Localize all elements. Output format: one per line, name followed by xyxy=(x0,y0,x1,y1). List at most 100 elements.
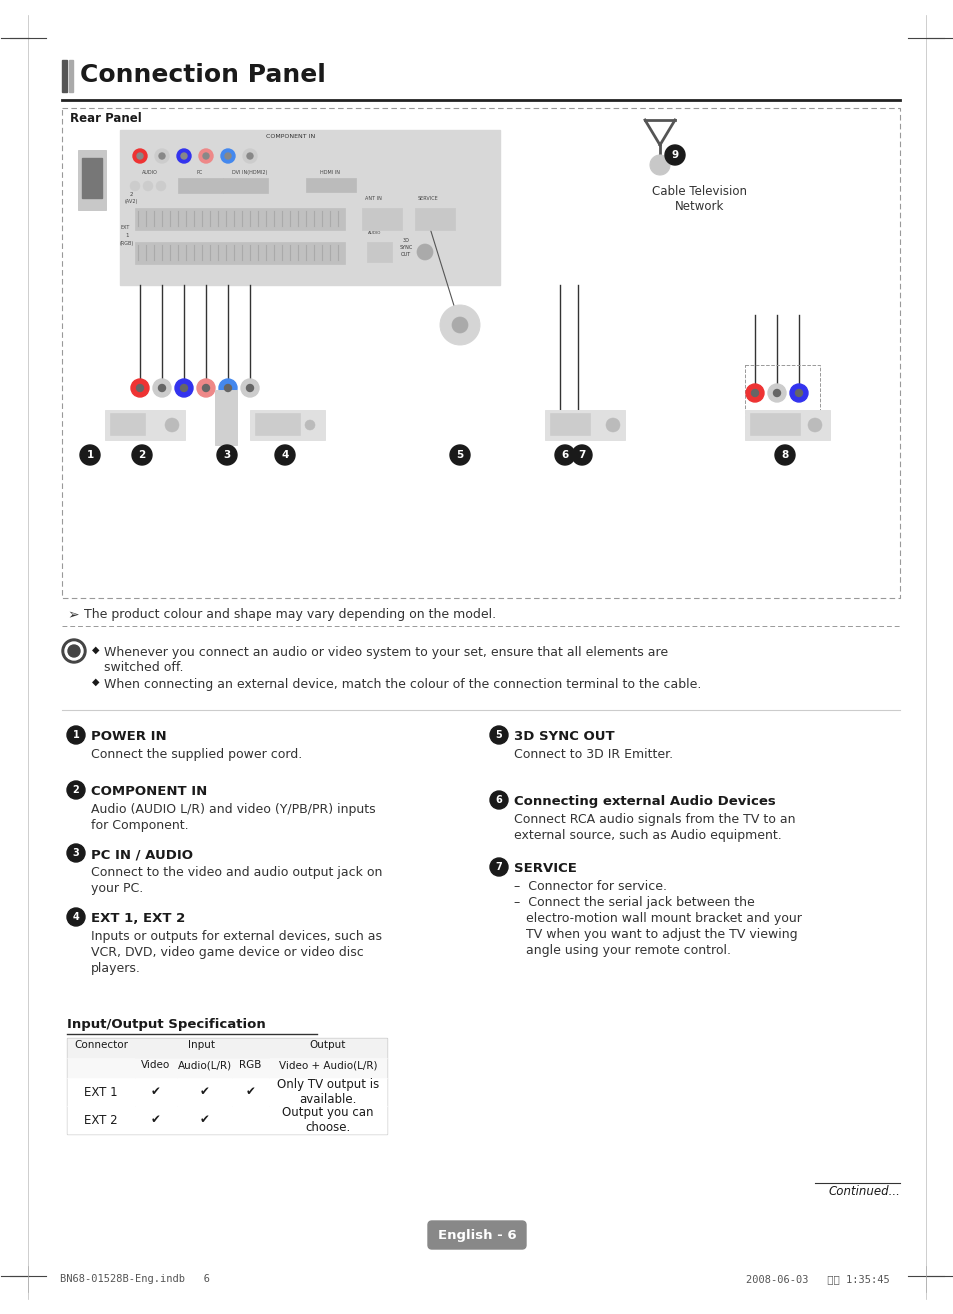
Circle shape xyxy=(159,152,165,159)
Text: RGB: RGB xyxy=(239,1060,261,1070)
Text: 1: 1 xyxy=(72,731,79,740)
Circle shape xyxy=(246,385,253,392)
Circle shape xyxy=(773,389,780,397)
Circle shape xyxy=(219,378,236,397)
Circle shape xyxy=(67,781,85,799)
Text: OUT: OUT xyxy=(400,252,411,258)
Text: SYNC: SYNC xyxy=(399,244,413,250)
Text: ANT IN: ANT IN xyxy=(365,196,381,201)
Text: 2: 2 xyxy=(72,784,79,795)
Text: 3D SYNC OUT: 3D SYNC OUT xyxy=(514,731,614,742)
Circle shape xyxy=(305,420,314,430)
Circle shape xyxy=(156,181,166,191)
Circle shape xyxy=(130,181,140,191)
Text: Audio(L/R): Audio(L/R) xyxy=(177,1060,232,1070)
Text: Connection Panel: Connection Panel xyxy=(80,63,326,87)
Text: 2: 2 xyxy=(138,449,146,460)
Text: (AV2): (AV2) xyxy=(125,198,138,204)
Text: Connecting external Audio Devices: Connecting external Audio Devices xyxy=(514,795,775,808)
Text: DVI IN(HDMI2): DVI IN(HDMI2) xyxy=(233,170,268,175)
Circle shape xyxy=(224,385,232,392)
Circle shape xyxy=(199,148,213,163)
Text: AUDIO: AUDIO xyxy=(368,231,381,235)
Text: 1: 1 xyxy=(87,449,93,460)
Text: Input/Output Specification: Input/Output Specification xyxy=(67,1018,266,1031)
Circle shape xyxy=(556,419,563,427)
Circle shape xyxy=(67,727,85,744)
Text: Cable Television
Network: Cable Television Network xyxy=(652,185,747,213)
Circle shape xyxy=(745,384,763,402)
Text: Connect RCA audio signals from the TV to an
external source, such as Audio equip: Connect RCA audio signals from the TV to… xyxy=(514,813,795,842)
Bar xyxy=(67,110,142,127)
Circle shape xyxy=(649,155,669,175)
Circle shape xyxy=(136,385,143,392)
Text: 2008-06-03   오후 1:35:45: 2008-06-03 오후 1:35:45 xyxy=(745,1275,889,1284)
Bar xyxy=(744,410,829,440)
Bar xyxy=(250,410,325,440)
Circle shape xyxy=(221,148,234,163)
Text: –  Connector for service.
–  Connect the serial jack between the
   electro-moti: – Connector for service. – Connect the s… xyxy=(514,880,801,957)
Text: 7: 7 xyxy=(496,862,502,872)
Text: 8: 8 xyxy=(781,449,788,460)
Text: Output you can
choose.: Output you can choose. xyxy=(282,1106,374,1134)
Text: Continued...: Continued... xyxy=(827,1185,899,1198)
Text: 9: 9 xyxy=(671,150,678,160)
Circle shape xyxy=(152,378,171,397)
Text: PC: PC xyxy=(196,170,203,175)
Circle shape xyxy=(80,445,100,465)
Bar xyxy=(78,150,106,210)
Bar xyxy=(120,130,499,285)
Bar xyxy=(69,60,73,92)
Text: 3: 3 xyxy=(223,449,231,460)
Circle shape xyxy=(490,727,507,744)
Bar xyxy=(67,1038,387,1134)
Circle shape xyxy=(67,844,85,862)
Circle shape xyxy=(177,148,191,163)
Bar xyxy=(135,208,345,230)
Circle shape xyxy=(196,378,214,397)
Bar xyxy=(367,242,392,261)
Text: COMPONENT IN: COMPONENT IN xyxy=(91,784,207,798)
Bar xyxy=(744,365,820,420)
Circle shape xyxy=(174,378,193,397)
Circle shape xyxy=(225,152,231,159)
Text: ◆: ◆ xyxy=(91,677,99,687)
Text: Whenever you connect an audio or video system to your set, ensure that all eleme: Whenever you connect an audio or video s… xyxy=(104,646,667,674)
Circle shape xyxy=(68,645,80,657)
Bar xyxy=(82,158,102,198)
Text: EXT 1: EXT 1 xyxy=(84,1085,117,1099)
Bar xyxy=(361,208,401,230)
Text: English - 6: English - 6 xyxy=(437,1229,516,1242)
Circle shape xyxy=(65,643,83,660)
Text: 4: 4 xyxy=(281,449,289,460)
Bar xyxy=(214,390,236,445)
Circle shape xyxy=(664,145,684,166)
Text: (RGB): (RGB) xyxy=(120,240,134,246)
Circle shape xyxy=(568,414,586,432)
Circle shape xyxy=(572,445,592,465)
Circle shape xyxy=(767,384,785,402)
Text: ◆: ◆ xyxy=(91,645,99,654)
Text: When connecting an external device, match the colour of the connection terminal : When connecting an external device, matc… xyxy=(104,678,700,691)
Circle shape xyxy=(67,908,85,926)
Text: Video + Audio(L/R): Video + Audio(L/R) xyxy=(278,1060,376,1070)
Text: Rear Panel: Rear Panel xyxy=(70,112,142,125)
Bar xyxy=(550,413,589,435)
Text: HDMI IN: HDMI IN xyxy=(319,170,339,175)
Text: 3: 3 xyxy=(72,848,79,858)
Bar xyxy=(105,410,185,440)
Bar xyxy=(223,177,268,193)
Text: AUDIO: AUDIO xyxy=(142,170,158,175)
Text: 3D: 3D xyxy=(402,238,410,243)
Circle shape xyxy=(158,385,165,392)
Text: Only TV output is
available.: Only TV output is available. xyxy=(276,1077,378,1106)
Text: POWER IN: POWER IN xyxy=(91,731,167,742)
Circle shape xyxy=(774,445,794,465)
Bar xyxy=(67,1038,387,1058)
Circle shape xyxy=(274,445,294,465)
Circle shape xyxy=(574,419,581,427)
Text: Inputs or outputs for external devices, such as
VCR, DVD, video game device or v: Inputs or outputs for external devices, … xyxy=(91,930,381,975)
Circle shape xyxy=(807,418,821,432)
Circle shape xyxy=(216,445,236,465)
Text: ✔: ✔ xyxy=(199,1113,210,1126)
